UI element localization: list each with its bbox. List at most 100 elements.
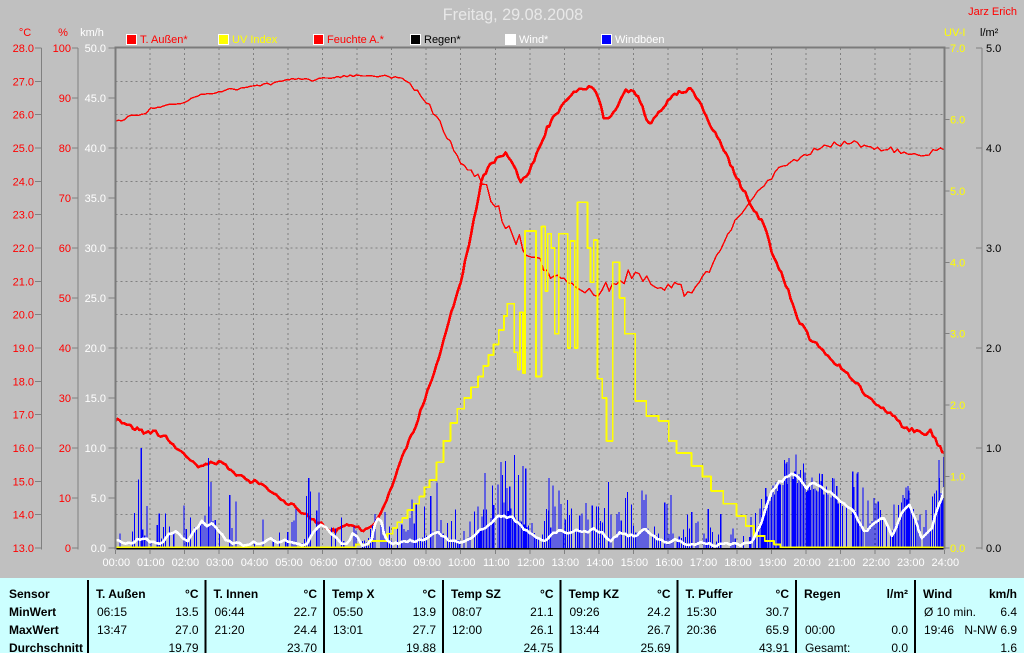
svg-text:07:00: 07:00: [344, 557, 372, 569]
svg-text:MaxWert: MaxWert: [9, 623, 59, 637]
svg-text:27.0: 27.0: [13, 76, 34, 88]
svg-text:UV Index: UV Index: [232, 34, 278, 46]
svg-text:30.0: 30.0: [85, 243, 106, 255]
svg-text:26.0: 26.0: [13, 110, 34, 122]
svg-text:02:00: 02:00: [172, 557, 200, 569]
svg-text:T. Puffer: T. Puffer: [686, 587, 734, 601]
svg-text:Gesamt:: Gesamt:: [805, 641, 850, 653]
svg-text:19:46: 19:46: [924, 623, 954, 637]
svg-text:05:50: 05:50: [333, 605, 363, 619]
svg-text:19.0: 19.0: [13, 343, 34, 355]
svg-text:22.0: 22.0: [13, 243, 34, 255]
svg-text:0.0: 0.0: [91, 543, 106, 555]
svg-text:65.9: 65.9: [766, 623, 790, 637]
svg-text:km/h: km/h: [80, 27, 104, 39]
svg-text:°C: °C: [19, 27, 31, 39]
svg-text:18.0: 18.0: [13, 376, 34, 388]
svg-text:0.0: 0.0: [891, 623, 908, 637]
svg-text:16.0: 16.0: [13, 443, 34, 455]
svg-text:1.0: 1.0: [950, 472, 965, 484]
svg-text:80: 80: [59, 143, 71, 155]
svg-text:Regen: Regen: [804, 587, 841, 601]
svg-text:13.5: 13.5: [175, 605, 199, 619]
svg-text:15:00: 15:00: [621, 557, 649, 569]
svg-text:27.7: 27.7: [413, 623, 437, 637]
svg-text:7.0: 7.0: [950, 43, 965, 55]
svg-text:24.0: 24.0: [13, 176, 34, 188]
svg-text:45.0: 45.0: [85, 93, 106, 105]
svg-text:Sensor: Sensor: [9, 587, 50, 601]
svg-text:26.1: 26.1: [530, 623, 554, 637]
svg-text:10: 10: [59, 493, 71, 505]
svg-text:3.0: 3.0: [950, 329, 965, 341]
svg-text:N-NW 6.9: N-NW 6.9: [964, 623, 1017, 637]
svg-text:30.7: 30.7: [766, 605, 790, 619]
svg-text:15.0: 15.0: [85, 393, 106, 405]
svg-text:Windböen: Windböen: [615, 34, 665, 46]
svg-text:5.0: 5.0: [950, 186, 965, 198]
svg-text:Temp KZ: Temp KZ: [569, 587, 619, 601]
svg-text:l/m²: l/m²: [980, 27, 999, 39]
svg-text:20: 20: [59, 443, 71, 455]
svg-text:12:00: 12:00: [452, 623, 482, 637]
svg-text:28.0: 28.0: [13, 43, 34, 55]
svg-text:5.0: 5.0: [91, 493, 106, 505]
svg-text:20:36: 20:36: [687, 623, 717, 637]
svg-text:23:00: 23:00: [897, 557, 925, 569]
svg-text:1.0: 1.0: [986, 443, 1001, 455]
svg-text:13.9: 13.9: [413, 605, 437, 619]
svg-text:35.0: 35.0: [85, 193, 106, 205]
svg-text:03:00: 03:00: [206, 557, 234, 569]
svg-text:Regen*: Regen*: [424, 34, 461, 46]
svg-text:20:00: 20:00: [793, 557, 821, 569]
svg-text:°C: °C: [304, 587, 318, 601]
svg-text:19.88: 19.88: [406, 641, 436, 653]
svg-text:06:15: 06:15: [97, 605, 127, 619]
svg-text:13:47: 13:47: [97, 623, 127, 637]
svg-text:Jarz Erich: Jarz Erich: [968, 6, 1017, 18]
svg-text:0.0: 0.0: [986, 543, 1001, 555]
svg-text:13.0: 13.0: [13, 543, 34, 555]
svg-text:14:00: 14:00: [586, 557, 614, 569]
svg-text:Temp X: Temp X: [332, 587, 374, 601]
svg-text:05:00: 05:00: [275, 557, 303, 569]
svg-text:%: %: [58, 27, 68, 39]
svg-text:23.0: 23.0: [13, 210, 34, 222]
svg-text:0.0: 0.0: [950, 543, 965, 555]
svg-text:21:20: 21:20: [215, 623, 245, 637]
svg-text:50.0: 50.0: [85, 43, 106, 55]
svg-text:15.0: 15.0: [13, 476, 34, 488]
svg-text:00:00: 00:00: [103, 557, 131, 569]
svg-text:km/h: km/h: [989, 587, 1017, 601]
svg-text:08:00: 08:00: [379, 557, 407, 569]
svg-text:10.0: 10.0: [85, 443, 106, 455]
svg-text:T. Außen*: T. Außen*: [140, 34, 188, 46]
svg-text:Feuchte A.*: Feuchte A.*: [327, 34, 385, 46]
svg-text:18:00: 18:00: [724, 557, 752, 569]
svg-text:1.6: 1.6: [1000, 641, 1017, 653]
svg-text:Wind: Wind: [923, 587, 952, 601]
svg-text:19.79: 19.79: [168, 641, 198, 653]
svg-text:70: 70: [59, 193, 71, 205]
svg-text:T. Innen: T. Innen: [214, 587, 259, 601]
svg-text:20.0: 20.0: [13, 310, 34, 322]
svg-text:4.0: 4.0: [950, 257, 965, 269]
svg-text:21:00: 21:00: [828, 557, 856, 569]
svg-text:°C: °C: [657, 587, 671, 601]
svg-text:30: 30: [59, 393, 71, 405]
svg-text:6.0: 6.0: [950, 114, 965, 126]
svg-text:°C: °C: [776, 587, 790, 601]
svg-text:25.0: 25.0: [85, 293, 106, 305]
svg-text:01:00: 01:00: [137, 557, 165, 569]
svg-text:20.0: 20.0: [85, 343, 106, 355]
svg-text:17.0: 17.0: [13, 410, 34, 422]
svg-text:MinWert: MinWert: [9, 605, 56, 619]
svg-text:24.4: 24.4: [294, 623, 318, 637]
svg-text:12:00: 12:00: [517, 557, 545, 569]
svg-text:17:00: 17:00: [690, 557, 718, 569]
svg-text:24.2: 24.2: [647, 605, 671, 619]
svg-text:°C: °C: [185, 587, 199, 601]
svg-text:24:00: 24:00: [932, 557, 960, 569]
svg-text:5.0: 5.0: [986, 43, 1001, 55]
svg-text:10:00: 10:00: [448, 557, 476, 569]
